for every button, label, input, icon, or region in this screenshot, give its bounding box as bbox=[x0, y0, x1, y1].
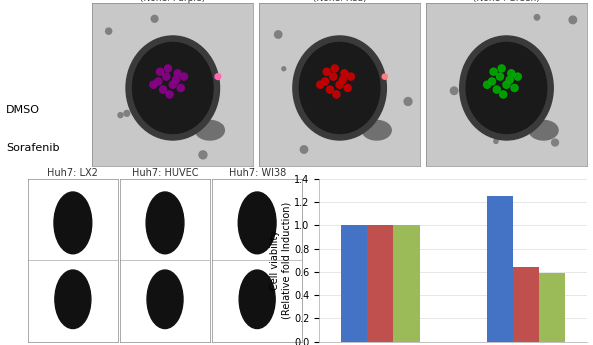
Circle shape bbox=[382, 74, 387, 79]
Circle shape bbox=[155, 78, 162, 85]
Bar bbox=[513, 267, 539, 342]
Circle shape bbox=[163, 73, 170, 80]
Ellipse shape bbox=[146, 192, 184, 254]
Circle shape bbox=[336, 81, 343, 88]
Ellipse shape bbox=[362, 120, 391, 140]
Circle shape bbox=[404, 98, 412, 106]
Circle shape bbox=[118, 112, 123, 118]
Circle shape bbox=[173, 76, 180, 83]
Ellipse shape bbox=[147, 270, 183, 328]
Circle shape bbox=[150, 81, 157, 88]
Circle shape bbox=[496, 73, 503, 80]
Circle shape bbox=[494, 139, 498, 144]
Bar bbox=[341, 225, 367, 342]
Bar bbox=[539, 273, 565, 342]
Circle shape bbox=[508, 70, 515, 77]
Circle shape bbox=[503, 81, 510, 88]
Bar bbox=[393, 225, 420, 342]
Circle shape bbox=[169, 81, 176, 88]
Bar bbox=[487, 196, 513, 342]
Circle shape bbox=[347, 73, 355, 80]
Circle shape bbox=[514, 73, 521, 80]
Circle shape bbox=[511, 85, 518, 91]
Circle shape bbox=[174, 70, 181, 77]
Circle shape bbox=[500, 91, 507, 98]
Circle shape bbox=[490, 68, 497, 75]
Ellipse shape bbox=[132, 42, 213, 134]
Circle shape bbox=[326, 86, 333, 93]
Circle shape bbox=[185, 133, 189, 137]
Ellipse shape bbox=[466, 42, 547, 134]
Circle shape bbox=[124, 110, 130, 116]
Circle shape bbox=[157, 68, 164, 75]
Circle shape bbox=[493, 86, 500, 93]
Circle shape bbox=[300, 146, 308, 153]
Circle shape bbox=[569, 16, 576, 24]
Circle shape bbox=[282, 67, 286, 71]
Bar bbox=[367, 225, 393, 342]
Ellipse shape bbox=[195, 120, 224, 140]
Circle shape bbox=[451, 87, 458, 95]
Ellipse shape bbox=[299, 42, 380, 134]
Circle shape bbox=[506, 76, 513, 83]
Circle shape bbox=[331, 65, 339, 72]
Circle shape bbox=[151, 16, 158, 22]
Ellipse shape bbox=[238, 192, 276, 254]
Ellipse shape bbox=[529, 120, 558, 140]
Circle shape bbox=[534, 14, 540, 20]
Circle shape bbox=[177, 85, 184, 91]
Circle shape bbox=[341, 70, 348, 77]
Text: DMSO: DMSO bbox=[6, 106, 40, 115]
Circle shape bbox=[180, 73, 187, 80]
Circle shape bbox=[333, 91, 340, 98]
Circle shape bbox=[330, 73, 337, 80]
Text: Sorafenib: Sorafenib bbox=[6, 144, 59, 153]
Circle shape bbox=[321, 78, 329, 85]
Circle shape bbox=[199, 151, 207, 159]
Circle shape bbox=[164, 65, 171, 72]
Circle shape bbox=[551, 139, 559, 146]
Ellipse shape bbox=[54, 192, 92, 254]
Circle shape bbox=[498, 65, 505, 72]
Title: Co-culture between
Huh7: LX2
(None: Purple): Co-culture between Huh7: LX2 (None: Purp… bbox=[128, 0, 218, 3]
Y-axis label: Cell viability
(Relative fold Induction): Cell viability (Relative fold Induction) bbox=[270, 201, 291, 319]
Circle shape bbox=[166, 91, 173, 98]
Title: Co-culture between
Huh7: WI38
(None: Red): Co-culture between Huh7: WI38 (None: Red… bbox=[295, 0, 384, 3]
Title: Huh7: HUVEC: Huh7: HUVEC bbox=[132, 168, 198, 178]
Ellipse shape bbox=[126, 36, 219, 140]
Circle shape bbox=[106, 28, 111, 34]
Circle shape bbox=[489, 78, 496, 85]
Ellipse shape bbox=[55, 270, 91, 328]
Title: Huh7: LX2: Huh7: LX2 bbox=[47, 168, 98, 178]
Title: Co-culture between
Huh7: HUVEC
(None : Green): Co-culture between Huh7: HUVEC (None : G… bbox=[462, 0, 551, 3]
Circle shape bbox=[275, 31, 282, 38]
Ellipse shape bbox=[293, 36, 387, 140]
Circle shape bbox=[317, 81, 324, 88]
Circle shape bbox=[323, 68, 330, 75]
Ellipse shape bbox=[239, 270, 275, 328]
Circle shape bbox=[215, 74, 221, 79]
Circle shape bbox=[160, 86, 167, 93]
Circle shape bbox=[344, 85, 351, 91]
Title: Huh7: WI38: Huh7: WI38 bbox=[228, 168, 286, 178]
Circle shape bbox=[339, 76, 346, 83]
Circle shape bbox=[219, 125, 223, 129]
Circle shape bbox=[483, 81, 490, 88]
Ellipse shape bbox=[460, 36, 553, 140]
